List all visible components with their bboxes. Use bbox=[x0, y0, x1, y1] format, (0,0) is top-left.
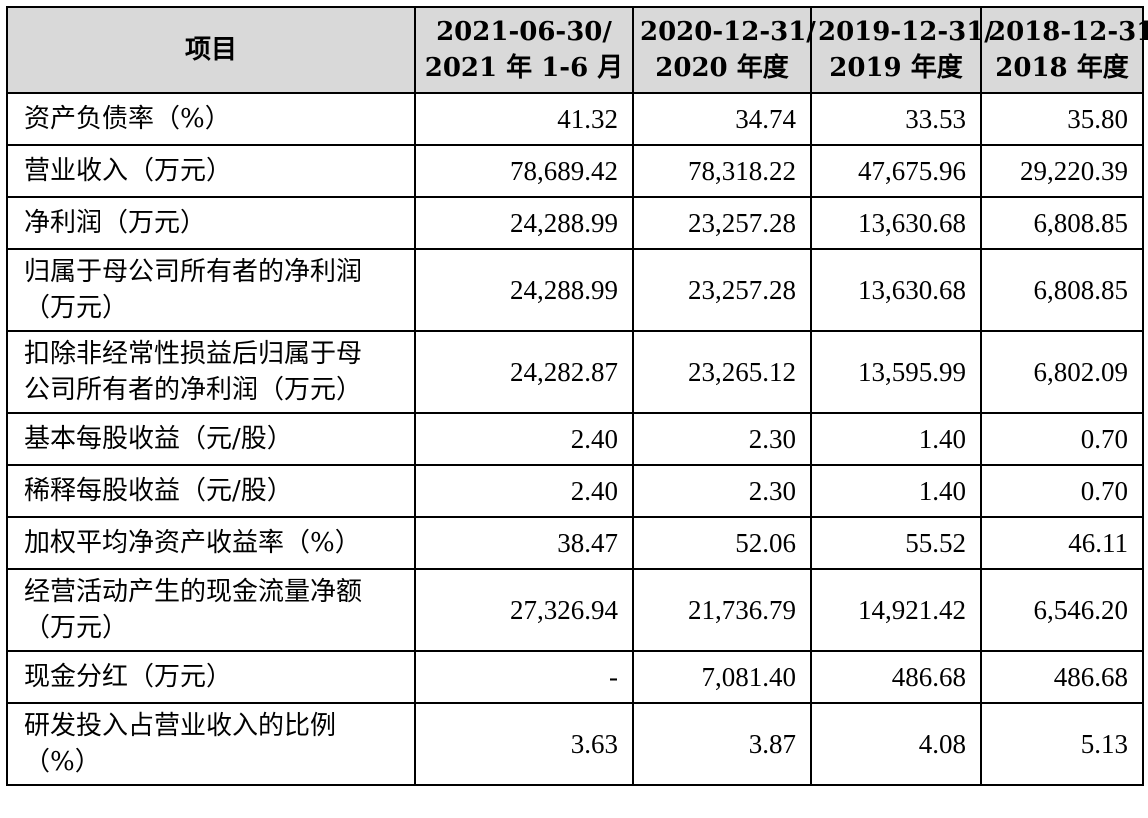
row-label: 经营活动产生的现金流量净额 （万元） bbox=[6, 568, 416, 652]
table-row: 加权平均净资产收益率（%） 38.47 52.06 55.52 46.11 bbox=[6, 516, 1144, 570]
table-row: 归属于母公司所有者的净利润 （万元） 24,288.99 23,257.28 13,63… bbox=[6, 248, 1144, 332]
row-label: 研发投入占营业收入的比例 （%） bbox=[6, 702, 416, 786]
row-value: 41.32 bbox=[414, 92, 634, 146]
row-value: 3.63 bbox=[414, 702, 634, 786]
row-label-line: 公司所有者的净利润（万元） bbox=[24, 375, 363, 405]
row-value: 52.06 bbox=[632, 516, 812, 570]
row-value: 38.47 bbox=[414, 516, 634, 570]
header-item: 项目 bbox=[6, 6, 416, 94]
row-value: 1.40 bbox=[810, 412, 982, 466]
row-value: 23,257.28 bbox=[632, 248, 812, 332]
row-value: 2.30 bbox=[632, 464, 812, 518]
row-label-line: 经营活动产生的现金流量净额 bbox=[24, 577, 363, 607]
header-period: 2019-12-31/ 2019 年度 bbox=[810, 6, 994, 94]
row-label-line: 扣除非经常性损益后归属于母 bbox=[24, 339, 363, 369]
row-value: 55.52 bbox=[810, 516, 982, 570]
table-row: 资产负债率（%） 41.32 34.74 33.53 35.80 bbox=[6, 92, 1144, 146]
row-value: 1.40 bbox=[810, 464, 982, 518]
row-label-line: 资产负债率（%） bbox=[24, 104, 231, 134]
row-value: 47,675.96 bbox=[810, 144, 982, 198]
row-value: 3.87 bbox=[632, 702, 812, 786]
row-value: 23,257.28 bbox=[632, 196, 812, 250]
row-value: 78,318.22 bbox=[632, 144, 812, 198]
table-row: 现金分红（万元） -7,081.40 486.68 486.68 bbox=[6, 650, 1144, 704]
header-period: 2021-06-30/ 2021 年 1-6 月 bbox=[414, 6, 634, 94]
row-value: 29,220.39 bbox=[980, 144, 1144, 198]
row-label: 净利润（万元） bbox=[6, 196, 416, 250]
row-label: 加权平均净资产收益率（%） bbox=[6, 516, 416, 570]
row-value: 34.74 bbox=[632, 92, 812, 146]
row-label-line: （万元） bbox=[24, 293, 129, 323]
row-value: 13,630.68 bbox=[810, 196, 982, 250]
row-value: 6,802.09 bbox=[980, 330, 1144, 414]
table-row: 营业收入（万元） 78,689.42 78,318.22 47,675.96 29,22… bbox=[6, 144, 1144, 198]
row-value: 23,265.12 bbox=[632, 330, 812, 414]
row-value: 46.11 bbox=[980, 516, 1144, 570]
row-label-line: 归属于母公司所有者的净利润 bbox=[24, 257, 363, 287]
row-value: 5.13 bbox=[980, 702, 1144, 786]
financial-table-container: 项目 2021-06-30/ 2021 年 1-6 月 2020-12-31/ … bbox=[6, 6, 1148, 786]
table-row: 经营活动产生的现金流量净额 （万元） 27,326.94 21,736.79 14,92… bbox=[6, 568, 1144, 652]
row-label-line: 基本每股收益（元/股） bbox=[24, 424, 293, 454]
row-label-line: 加权平均净资产收益率（%） bbox=[24, 528, 361, 558]
row-label: 现金分红（万元） bbox=[6, 650, 416, 704]
row-value: 6,546.20 bbox=[980, 568, 1144, 652]
row-value: 13,630.68 bbox=[810, 248, 982, 332]
row-label-line: 稀释每股收益（元/股） bbox=[24, 476, 293, 506]
row-value: 2.40 bbox=[414, 464, 634, 518]
row-label-line: （%） bbox=[24, 747, 101, 777]
row-value: 13,595.99 bbox=[810, 330, 982, 414]
row-value: 6,808.85 bbox=[980, 196, 1144, 250]
row-label: 营业收入（万元） bbox=[6, 144, 416, 198]
row-label: 基本每股收益（元/股） bbox=[6, 412, 416, 466]
row-value: - bbox=[414, 650, 634, 704]
header-period: 2020-12-31/ 2020 年度 bbox=[632, 6, 816, 94]
row-label-line: 净利润（万元） bbox=[24, 208, 207, 238]
row-label: 扣除非经常性损益后归属于母 公司所有者的净利润（万元） bbox=[6, 330, 416, 414]
row-value: 486.68 bbox=[810, 650, 982, 704]
row-value: 6,808.85 bbox=[980, 248, 1144, 332]
row-label-line: 营业收入（万元） bbox=[24, 156, 233, 186]
row-value: 0.70 bbox=[980, 412, 1144, 466]
row-value: 2.30 bbox=[632, 412, 812, 466]
row-label: 稀释每股收益（元/股） bbox=[6, 464, 416, 518]
row-value: 27,326.94 bbox=[414, 568, 634, 652]
row-label: 归属于母公司所有者的净利润 （万元） bbox=[6, 248, 416, 332]
row-value: 486.68 bbox=[980, 650, 1144, 704]
row-value: 78,689.42 bbox=[414, 144, 634, 198]
table-row: 基本每股收益（元/股） 2.40 2.30 1.40 0.70 bbox=[6, 412, 1144, 466]
row-label-line: 研发投入占营业收入的比例 bbox=[24, 711, 337, 741]
row-value: 7,081.40 bbox=[632, 650, 812, 704]
row-value: 14,921.42 bbox=[810, 568, 982, 652]
row-value: 35.80 bbox=[980, 92, 1144, 146]
row-label: 资产负债率（%） bbox=[6, 92, 416, 146]
table-body: 资产负债率（%） 41.32 34.74 33.53 35.80 营业收入（万元） 78,6… bbox=[6, 92, 1144, 786]
row-value: 24,282.87 bbox=[414, 330, 634, 414]
row-value: 21,736.79 bbox=[632, 568, 812, 652]
row-value: 0.70 bbox=[980, 464, 1144, 518]
table-row: 扣除非经常性损益后归属于母 公司所有者的净利润（万元） 24,282.87 23,26… bbox=[6, 330, 1144, 414]
row-value: 4.08 bbox=[810, 702, 982, 786]
row-label-line: （万元） bbox=[24, 613, 129, 643]
table-row: 净利润（万元） 24,288.99 23,257.28 13,630.68 6,808.… bbox=[6, 196, 1144, 250]
row-label-line: 现金分红（万元） bbox=[24, 662, 233, 692]
row-value: 33.53 bbox=[810, 92, 982, 146]
header-row: 项目 2021-06-30/ 2021 年 1-6 月 2020-12-31/ … bbox=[6, 6, 1148, 94]
row-value: 2.40 bbox=[414, 412, 634, 466]
table-row: 稀释每股收益（元/股） 2.40 2.30 1.40 0.70 bbox=[6, 464, 1144, 518]
row-value: 24,288.99 bbox=[414, 248, 634, 332]
financial-indicators-table: 项目 2021-06-30/ 2021 年 1-6 月 2020-12-31/ … bbox=[6, 6, 1148, 786]
row-value: 24,288.99 bbox=[414, 196, 634, 250]
table-row: 研发投入占营业收入的比例 （%） 3.63 3.87 4.08 5.13 bbox=[6, 702, 1144, 786]
header-period: 2018-12-31/ 2018 年度 bbox=[980, 6, 1148, 94]
